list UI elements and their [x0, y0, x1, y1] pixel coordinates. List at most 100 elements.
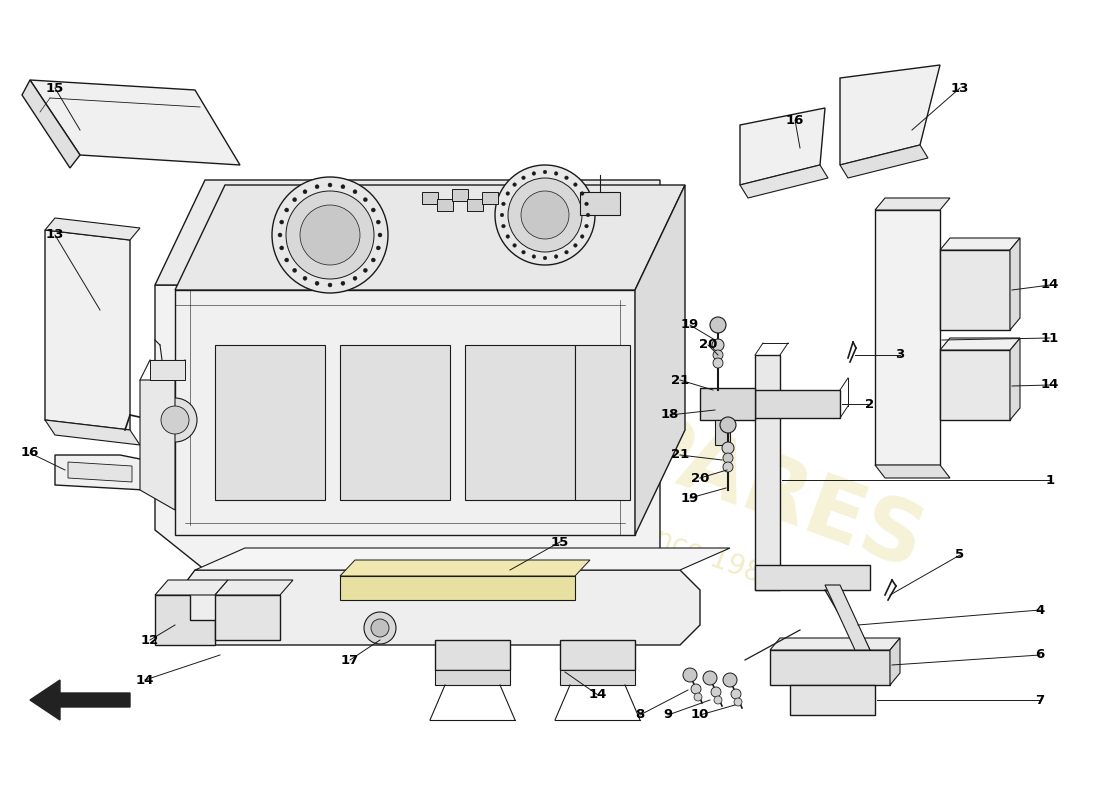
Circle shape: [720, 417, 736, 433]
Text: 14: 14: [1041, 378, 1059, 391]
Polygon shape: [1010, 338, 1020, 420]
Polygon shape: [434, 640, 510, 670]
Circle shape: [495, 165, 595, 265]
Circle shape: [279, 246, 284, 250]
Polygon shape: [68, 462, 132, 482]
Circle shape: [293, 268, 297, 272]
Polygon shape: [755, 355, 780, 590]
Circle shape: [328, 283, 332, 287]
Circle shape: [683, 668, 697, 682]
Polygon shape: [422, 192, 438, 204]
Circle shape: [712, 339, 724, 351]
Polygon shape: [580, 192, 620, 215]
Polygon shape: [214, 595, 280, 640]
Circle shape: [703, 671, 717, 685]
Circle shape: [573, 244, 578, 247]
Text: 15: 15: [551, 535, 569, 549]
Circle shape: [302, 190, 307, 194]
Polygon shape: [155, 180, 660, 330]
Circle shape: [711, 687, 720, 697]
Text: 19: 19: [681, 318, 700, 331]
Circle shape: [513, 244, 516, 247]
Polygon shape: [468, 199, 483, 211]
Circle shape: [710, 317, 726, 333]
Circle shape: [286, 191, 374, 279]
Circle shape: [315, 185, 319, 189]
Text: 20: 20: [691, 471, 710, 485]
Text: 18: 18: [661, 409, 679, 422]
Polygon shape: [140, 380, 175, 510]
Text: EUROSPARES: EUROSPARES: [306, 292, 934, 588]
Text: a passion for parts since 1985: a passion for parts since 1985: [378, 425, 782, 595]
Circle shape: [554, 254, 558, 258]
Text: 19: 19: [681, 491, 700, 505]
Polygon shape: [840, 145, 928, 178]
Text: 10: 10: [691, 709, 710, 722]
Circle shape: [564, 250, 569, 254]
Polygon shape: [825, 585, 870, 650]
Circle shape: [279, 220, 284, 224]
Circle shape: [272, 177, 388, 293]
Circle shape: [521, 176, 526, 179]
Text: 21: 21: [671, 449, 689, 462]
Circle shape: [723, 462, 733, 472]
Text: 16: 16: [21, 446, 40, 459]
Text: 5: 5: [956, 549, 965, 562]
Circle shape: [734, 698, 742, 706]
Circle shape: [363, 198, 367, 202]
Circle shape: [285, 258, 288, 262]
Polygon shape: [840, 65, 940, 165]
Circle shape: [554, 172, 558, 175]
Polygon shape: [195, 548, 730, 570]
Text: 14: 14: [588, 689, 607, 702]
Polygon shape: [560, 640, 635, 670]
Polygon shape: [874, 465, 950, 478]
Polygon shape: [465, 345, 575, 500]
Polygon shape: [434, 670, 510, 685]
Polygon shape: [890, 638, 900, 685]
Circle shape: [723, 453, 733, 463]
Polygon shape: [755, 390, 840, 418]
Circle shape: [153, 398, 197, 442]
Circle shape: [300, 205, 360, 265]
Circle shape: [161, 406, 189, 434]
Circle shape: [585, 202, 588, 206]
Circle shape: [363, 268, 367, 272]
Polygon shape: [155, 595, 214, 645]
Polygon shape: [940, 238, 1020, 250]
Text: 4: 4: [1035, 603, 1045, 617]
Circle shape: [513, 182, 516, 186]
Polygon shape: [155, 580, 228, 595]
Polygon shape: [437, 199, 453, 211]
Text: 2: 2: [866, 398, 874, 410]
Circle shape: [376, 220, 381, 224]
Circle shape: [521, 250, 526, 254]
Text: 11: 11: [1041, 331, 1059, 345]
Polygon shape: [770, 638, 900, 650]
Circle shape: [713, 350, 723, 360]
Circle shape: [532, 172, 536, 175]
Circle shape: [543, 170, 547, 174]
Circle shape: [508, 178, 582, 252]
Text: 3: 3: [895, 349, 904, 362]
Text: 8: 8: [636, 709, 645, 722]
Circle shape: [713, 358, 723, 368]
Text: 7: 7: [1035, 694, 1045, 706]
Circle shape: [278, 233, 282, 237]
Polygon shape: [45, 218, 140, 240]
Circle shape: [285, 208, 288, 212]
Circle shape: [502, 202, 505, 206]
Circle shape: [378, 233, 382, 237]
Text: 14: 14: [135, 674, 154, 686]
Polygon shape: [55, 455, 145, 490]
Text: 16: 16: [785, 114, 804, 126]
Circle shape: [732, 689, 741, 699]
Circle shape: [714, 696, 722, 704]
Circle shape: [502, 224, 505, 228]
Text: 6: 6: [1035, 649, 1045, 662]
Polygon shape: [482, 192, 498, 204]
Circle shape: [581, 192, 584, 195]
Polygon shape: [700, 388, 755, 420]
Polygon shape: [175, 290, 635, 535]
Polygon shape: [30, 80, 240, 165]
